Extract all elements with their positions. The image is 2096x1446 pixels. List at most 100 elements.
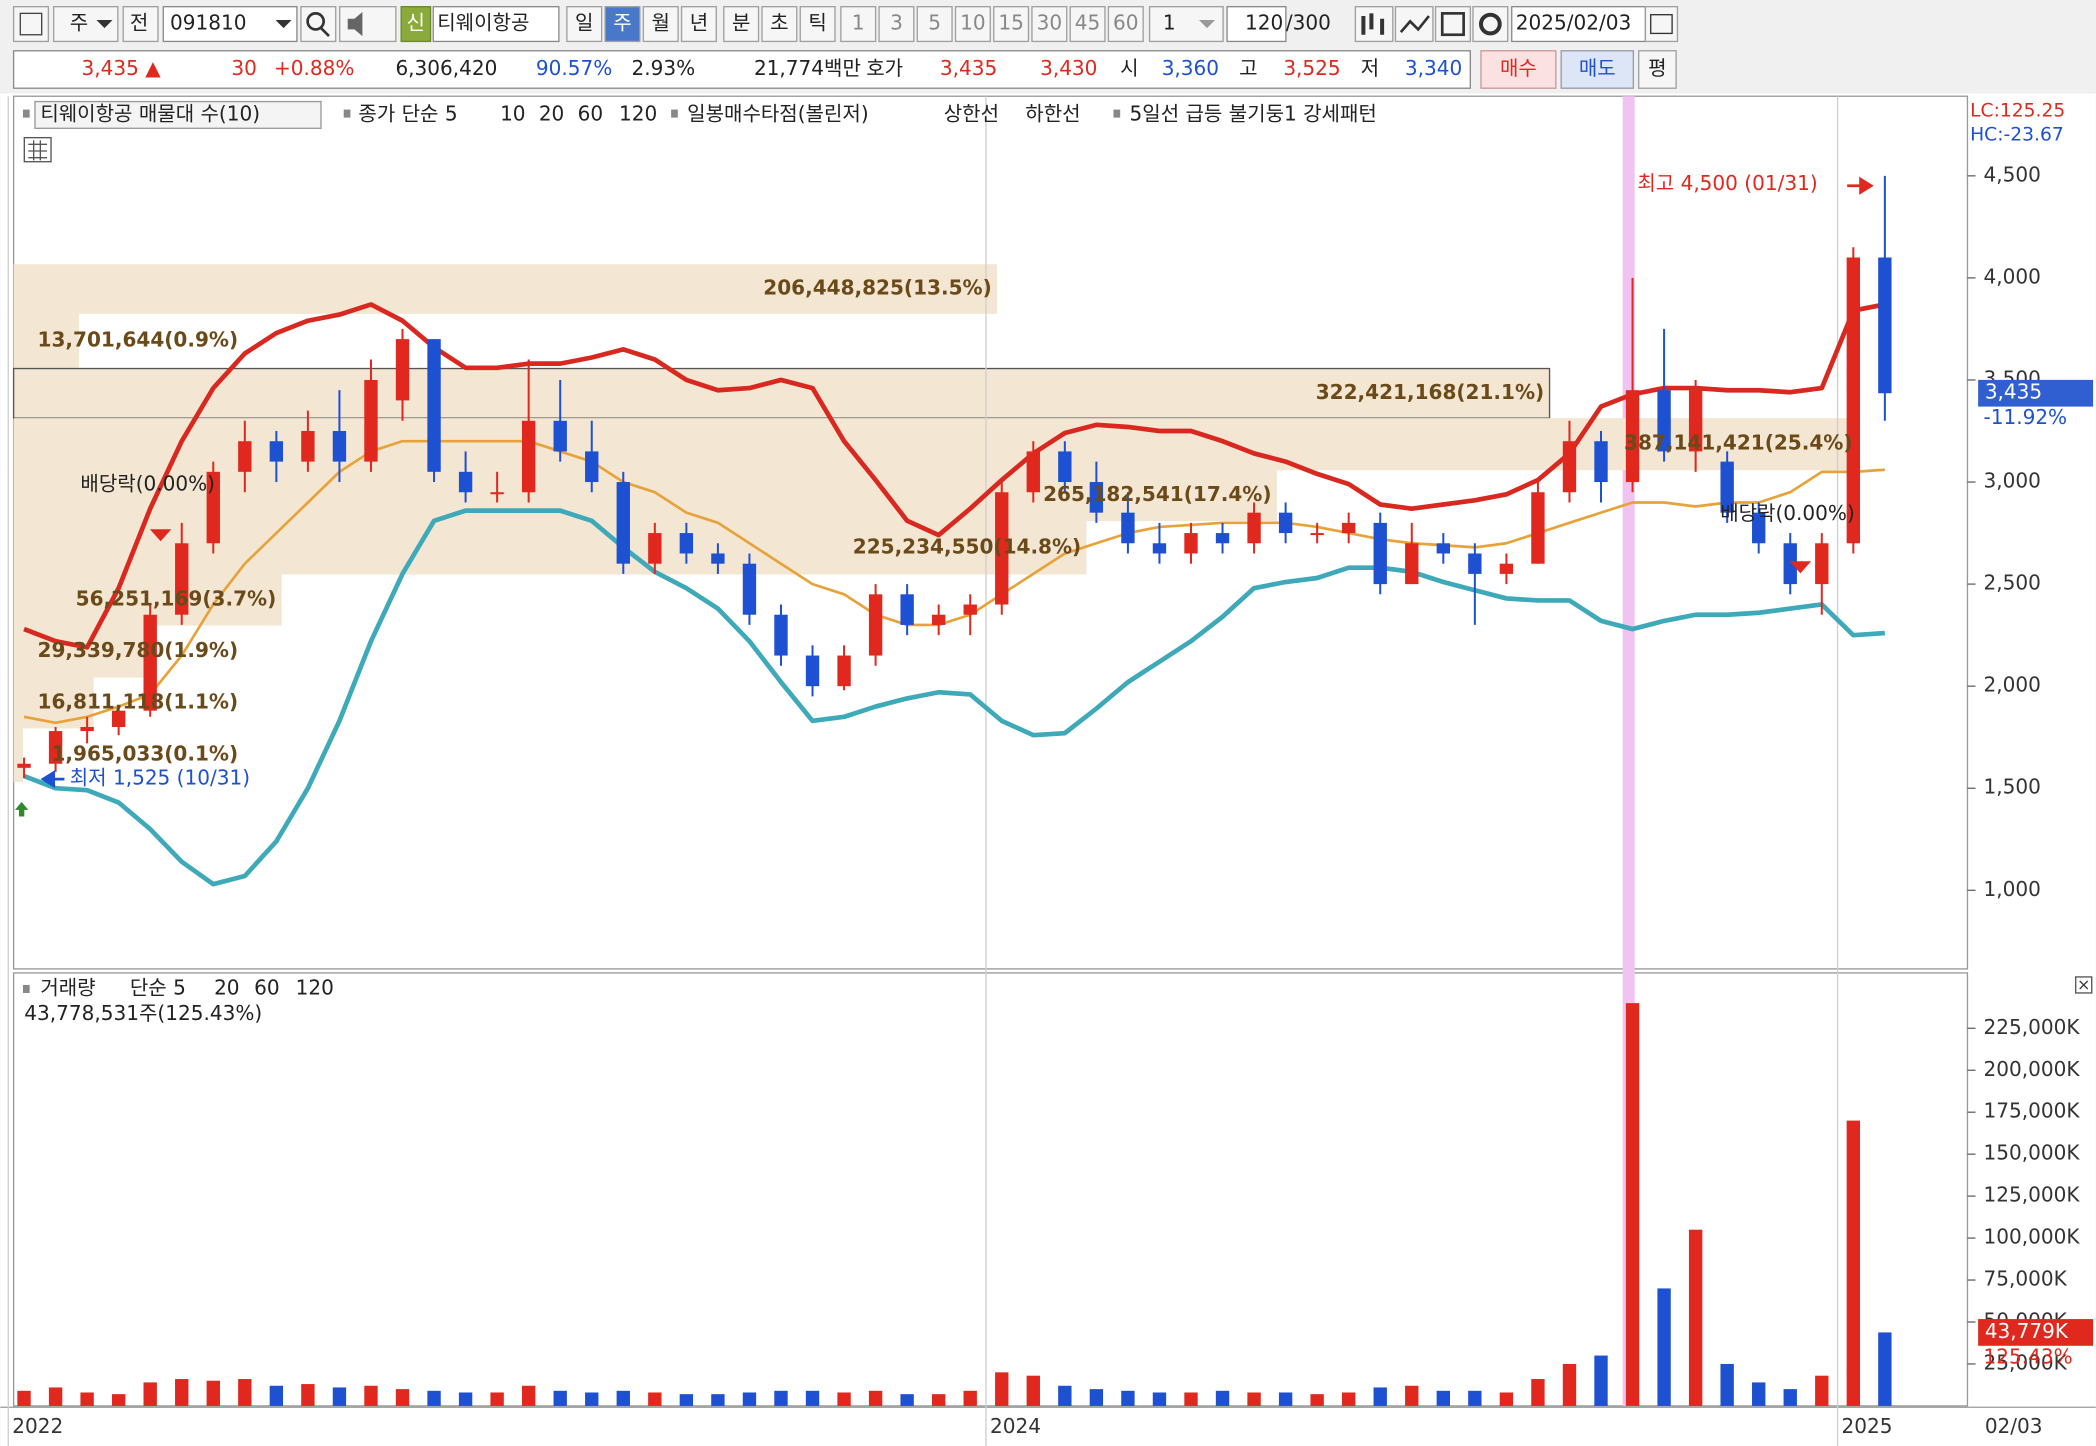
- low-label: 저: [1361, 56, 1379, 80]
- candle-body: [17, 763, 31, 768]
- icon-button[interactable]: [12, 6, 50, 43]
- volume-bar: [427, 1390, 441, 1406]
- volume-bar: [1310, 1394, 1324, 1406]
- period-button[interactable]: [761, 6, 798, 43]
- dropdown-arrow: [1199, 20, 1216, 29]
- count-select[interactable]: [1148, 6, 1224, 43]
- legend-item: 120: [296, 975, 334, 999]
- candle-body: [1436, 543, 1450, 554]
- candle-body: [490, 492, 504, 495]
- period-button[interactable]: [604, 6, 641, 43]
- line-icon: [1399, 15, 1430, 33]
- volume-bar: [931, 1394, 946, 1406]
- minute: 1: [852, 11, 865, 35]
- minute-button[interactable]: [1069, 6, 1106, 43]
- prev: 전: [130, 11, 148, 35]
- ask-label: 호가: [866, 56, 903, 80]
- quote-box: [12, 50, 1471, 89]
- period-button[interactable]: [642, 6, 679, 43]
- candle-body: [900, 594, 914, 625]
- y-tick-label: 125,000K: [1983, 1183, 2080, 1207]
- x-tick-label: 2024: [990, 1414, 1041, 1438]
- minute-button[interactable]: [993, 6, 1030, 43]
- candle-body: [1878, 257, 1892, 394]
- period-button[interactable]: [799, 6, 836, 43]
- volume-bar: [143, 1382, 157, 1406]
- minute: 30: [1037, 11, 1063, 35]
- minute-button[interactable]: [1031, 6, 1068, 43]
- period-button[interactable]: [680, 6, 717, 43]
- volume-box: [1978, 1319, 2094, 1346]
- candle-body: [742, 563, 757, 615]
- save-button[interactable]: [1434, 6, 1471, 43]
- minute: 60: [1113, 11, 1139, 35]
- volume-bar: [1846, 1120, 1861, 1406]
- candle-body: [963, 604, 977, 615]
- tool-button[interactable]: [1354, 6, 1394, 43]
- candle-body: [395, 339, 410, 401]
- legend-box: [34, 100, 322, 129]
- candle-body: [774, 614, 788, 656]
- date-input[interactable]: [1511, 6, 1647, 43]
- volume-bar: [17, 1390, 31, 1406]
- code-input[interactable]: [162, 6, 298, 43]
- underlay: [7, 96, 1858, 1446]
- date: 2025/02/03: [1516, 11, 1631, 35]
- period-buttons: 일 주 월 년 분 초 틱 1 3 5 10 15 30 45 60: [566, 6, 1144, 43]
- volume-bar: [995, 1372, 1009, 1406]
- candle-body: [1026, 451, 1040, 493]
- profile-label: 29,339,780(1.9%): [38, 638, 239, 662]
- legend-item: 거래량: [40, 975, 95, 999]
- minute-button[interactable]: [916, 6, 953, 43]
- candle-body: [553, 420, 567, 452]
- min-arrow: [40, 770, 65, 789]
- legend-bullet: [22, 984, 30, 993]
- candle-body: [1625, 390, 1640, 483]
- volume-bar: [1499, 1392, 1514, 1406]
- period-button[interactable]: [566, 6, 603, 43]
- legend-item: 120: [619, 101, 657, 125]
- gear-icon: [1478, 12, 1502, 36]
- candle-body: [1405, 543, 1419, 585]
- profile-bar: [13, 313, 79, 369]
- minute-button[interactable]: [840, 6, 877, 43]
- price-box-label: 3,435: [1985, 380, 2042, 404]
- avg-button[interactable]: [1638, 50, 1677, 89]
- period-button[interactable]: [723, 6, 760, 43]
- volume-bar: [1783, 1389, 1797, 1406]
- search-button[interactable]: [300, 6, 337, 43]
- minute: 3: [890, 11, 903, 35]
- y-tick-label: 225,000K: [1983, 1015, 2080, 1039]
- volume-bar: [1152, 1392, 1167, 1406]
- minute-button[interactable]: [954, 6, 991, 43]
- x-tick-label: 2022: [12, 1414, 63, 1438]
- candle-body: [427, 339, 441, 472]
- legend-item: 60: [578, 101, 604, 125]
- volume-bar: [1215, 1390, 1230, 1406]
- buy-button[interactable]: [1480, 50, 1557, 89]
- candle-body: [301, 431, 315, 462]
- y-tick-label: 75,000K: [1983, 1267, 2067, 1291]
- minute-button[interactable]: [1107, 6, 1144, 43]
- legend-item: 단순 5: [130, 975, 186, 999]
- candle-body: [1846, 257, 1861, 544]
- bars-input[interactable]: [1226, 6, 1287, 43]
- volume-bar: [80, 1392, 94, 1406]
- volume-bar: [1752, 1382, 1766, 1406]
- close-icon: [2079, 980, 2089, 990]
- minute-button[interactable]: [878, 6, 915, 43]
- period: 년: [690, 11, 708, 35]
- sell-button[interactable]: [1560, 50, 1635, 89]
- candle-body: [1531, 492, 1545, 564]
- sound-button[interactable]: [339, 6, 397, 43]
- candle-body: [648, 533, 662, 564]
- profile-label: 225,234,550(14.8%): [853, 534, 1081, 558]
- ask: 3,435: [940, 56, 997, 80]
- candle-body: [1752, 512, 1766, 544]
- profile-label: 1,965,033(0.1%): [51, 742, 238, 766]
- profile-label: 206,448,825(13.5%): [763, 276, 991, 300]
- minute: 45: [1075, 11, 1101, 35]
- candle-body: [1121, 512, 1135, 544]
- prev-button[interactable]: [122, 6, 159, 43]
- settings-button[interactable]: [1472, 6, 1509, 43]
